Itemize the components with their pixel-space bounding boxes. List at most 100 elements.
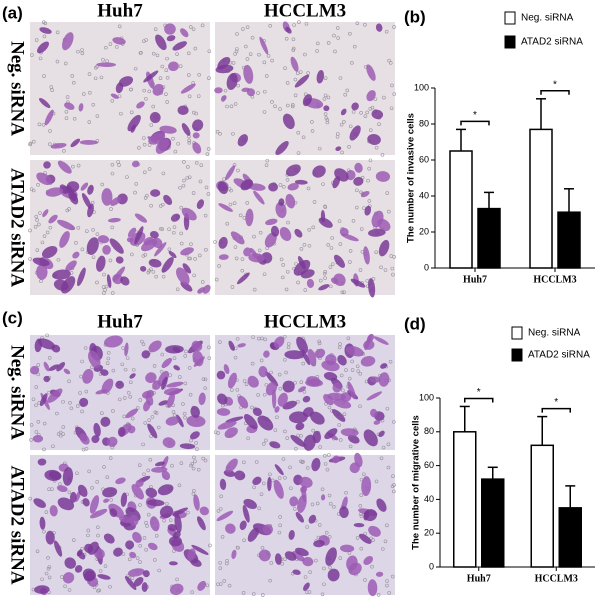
pore bbox=[286, 220, 290, 225]
cell bbox=[312, 430, 321, 444]
pore bbox=[307, 227, 312, 232]
cell bbox=[186, 415, 206, 428]
cell bbox=[125, 408, 138, 419]
pore bbox=[326, 95, 331, 100]
pore bbox=[187, 366, 192, 370]
cell bbox=[368, 525, 381, 537]
cell bbox=[243, 247, 252, 257]
pore bbox=[296, 280, 300, 285]
pore bbox=[214, 277, 219, 282]
pore bbox=[172, 225, 177, 229]
cell bbox=[302, 395, 311, 403]
pore bbox=[193, 459, 197, 464]
pore bbox=[157, 568, 161, 573]
cell bbox=[119, 516, 133, 523]
cell bbox=[354, 162, 363, 173]
y-tick-label: 100 bbox=[419, 392, 434, 402]
cell bbox=[180, 28, 189, 38]
cell bbox=[97, 574, 111, 580]
cell bbox=[37, 458, 47, 466]
pore bbox=[67, 207, 71, 211]
pore bbox=[80, 247, 85, 252]
pore bbox=[141, 254, 146, 258]
cell bbox=[39, 27, 52, 34]
pore bbox=[198, 179, 203, 184]
cell bbox=[316, 70, 325, 84]
pore bbox=[172, 356, 177, 361]
cell bbox=[375, 23, 383, 32]
cell bbox=[216, 510, 234, 522]
cell bbox=[141, 582, 148, 593]
pore bbox=[273, 428, 278, 432]
pore bbox=[36, 420, 41, 424]
cell bbox=[348, 562, 362, 576]
pore bbox=[161, 274, 166, 279]
pore bbox=[74, 241, 78, 245]
cell bbox=[243, 414, 258, 430]
cell bbox=[117, 427, 126, 437]
pore bbox=[143, 421, 148, 425]
cell bbox=[65, 260, 77, 272]
cell bbox=[191, 340, 203, 352]
pore bbox=[28, 141, 33, 146]
cell bbox=[54, 540, 63, 557]
cell bbox=[148, 258, 162, 268]
legend-label: ATAD2 siRNA bbox=[521, 37, 583, 48]
pore bbox=[286, 103, 290, 108]
cell bbox=[282, 380, 295, 393]
pore bbox=[270, 100, 274, 104]
cell bbox=[302, 556, 314, 567]
pore bbox=[42, 421, 47, 426]
pore bbox=[377, 122, 381, 126]
cell bbox=[69, 491, 77, 503]
cell bbox=[129, 373, 136, 379]
pore bbox=[160, 202, 165, 207]
micrograph bbox=[28, 160, 211, 295]
cell bbox=[295, 512, 304, 523]
pore bbox=[102, 272, 106, 277]
cell bbox=[129, 514, 139, 526]
pore bbox=[233, 355, 238, 360]
cell bbox=[306, 278, 315, 288]
cell bbox=[265, 218, 278, 226]
pore bbox=[236, 545, 240, 550]
cell bbox=[218, 254, 229, 260]
cell bbox=[218, 203, 233, 212]
cell bbox=[57, 219, 76, 231]
cell bbox=[275, 140, 289, 155]
cell bbox=[242, 505, 250, 523]
pore bbox=[142, 142, 147, 147]
pore bbox=[230, 388, 234, 392]
pore bbox=[120, 362, 125, 367]
significance-bracket bbox=[460, 120, 490, 126]
pore bbox=[162, 518, 166, 523]
cell bbox=[269, 441, 281, 449]
cell bbox=[350, 278, 366, 288]
cell bbox=[347, 434, 360, 444]
pore bbox=[290, 104, 295, 109]
pore bbox=[306, 186, 311, 191]
cell bbox=[100, 369, 109, 376]
cell bbox=[198, 392, 206, 406]
pore bbox=[104, 45, 108, 50]
cell bbox=[39, 516, 46, 530]
pore bbox=[67, 490, 72, 495]
pore bbox=[370, 564, 374, 569]
pore bbox=[186, 73, 191, 77]
pore bbox=[286, 342, 291, 346]
pore bbox=[68, 401, 72, 405]
pore bbox=[197, 72, 201, 77]
pore bbox=[227, 187, 232, 191]
pore bbox=[40, 577, 44, 582]
pore bbox=[205, 152, 210, 157]
pore bbox=[187, 94, 192, 99]
cell bbox=[252, 476, 262, 486]
pore bbox=[85, 229, 89, 233]
cell bbox=[170, 213, 181, 222]
pore bbox=[35, 218, 39, 222]
cell bbox=[367, 133, 381, 145]
pore bbox=[302, 243, 307, 247]
pore bbox=[296, 130, 301, 135]
cell bbox=[312, 165, 326, 178]
pore bbox=[98, 569, 103, 573]
